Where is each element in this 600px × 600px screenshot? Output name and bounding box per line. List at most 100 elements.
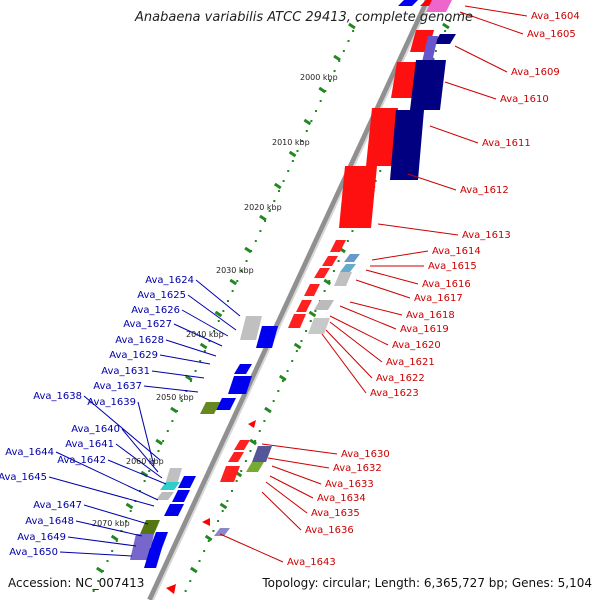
gene-label-reverse[interactable]: Ava_1645 xyxy=(0,472,47,483)
minor-tick xyxy=(111,550,114,552)
gene-label-forward[interactable]: Ava_1604 xyxy=(531,11,580,22)
gene-label-reverse[interactable]: Ava_1639 xyxy=(87,397,136,408)
leader-line xyxy=(181,309,229,337)
minor-tick xyxy=(213,330,216,332)
gene-block xyxy=(234,440,250,450)
major-tick xyxy=(348,22,356,30)
minor-tick xyxy=(277,190,280,192)
gene-block xyxy=(330,240,346,252)
gene-block xyxy=(314,268,330,278)
gene-label-reverse[interactable]: Ava_1641 xyxy=(65,439,114,450)
major-tick xyxy=(110,534,119,542)
gene-label-forward[interactable]: Ava_1618 xyxy=(406,310,455,321)
minor-tick xyxy=(230,490,233,492)
gene-label-forward[interactable]: Ava_1621 xyxy=(386,357,435,368)
leader-line xyxy=(107,459,167,485)
major-tick xyxy=(442,22,450,30)
gene-label-forward[interactable]: Ava_1612 xyxy=(460,185,509,196)
major-tick xyxy=(214,310,223,318)
gene-label-forward[interactable]: Ava_1609 xyxy=(511,67,560,78)
leader-line xyxy=(55,451,159,501)
kbp-marker: 2000 kbp xyxy=(300,73,338,82)
minor-tick xyxy=(301,140,304,142)
gene-label-forward[interactable]: Ava_1623 xyxy=(370,388,419,399)
leader-line xyxy=(261,491,302,531)
gene-label-forward[interactable]: Ava_1633 xyxy=(325,479,374,490)
leader-line xyxy=(269,475,314,499)
gene-block xyxy=(240,316,262,340)
gene-label-forward[interactable]: Ava_1611 xyxy=(482,138,531,149)
gene-label-forward[interactable]: Ava_1620 xyxy=(392,340,441,351)
kbp-marker: 2030 kbp xyxy=(216,266,254,275)
gene-label-forward[interactable]: Ava_1643 xyxy=(287,557,336,568)
gene-label-reverse[interactable]: Ava_1647 xyxy=(33,500,82,511)
minor-tick xyxy=(171,420,174,422)
leader-line xyxy=(267,457,330,469)
gene-label-reverse[interactable]: Ava_1626 xyxy=(131,305,180,316)
gene-label-reverse[interactable]: Ava_1627 xyxy=(123,319,172,330)
gene-block xyxy=(410,60,446,110)
gene-block xyxy=(150,532,168,548)
gene-label-forward[interactable]: Ava_1636 xyxy=(305,525,354,536)
gene-label-reverse[interactable]: Ava_1644 xyxy=(5,447,54,458)
minor-tick xyxy=(226,500,229,502)
minor-tick xyxy=(282,180,285,182)
gene-label-reverse[interactable]: Ava_1640 xyxy=(71,424,120,435)
leader-line xyxy=(407,173,457,191)
gene-label-forward[interactable]: Ava_1635 xyxy=(311,508,360,519)
genome-backbone-highlight xyxy=(152,0,432,600)
gene-label-forward[interactable]: Ava_1610 xyxy=(500,94,549,105)
gene-label-reverse[interactable]: Ava_1649 xyxy=(17,532,66,543)
gene-label-forward[interactable]: Ava_1617 xyxy=(414,293,463,304)
gene-block xyxy=(340,264,356,272)
minor-tick xyxy=(249,450,252,452)
gene-label-reverse[interactable]: Ava_1637 xyxy=(93,381,142,392)
gene-label-forward[interactable]: Ava_1616 xyxy=(422,279,471,290)
gene-label-forward[interactable]: Ava_1632 xyxy=(333,463,382,474)
minor-tick xyxy=(231,290,234,292)
leader-line xyxy=(151,370,205,379)
gene-block xyxy=(434,34,456,44)
leader-line xyxy=(265,481,308,514)
minor-tick xyxy=(259,230,262,232)
minor-tick xyxy=(305,130,308,132)
leader-line xyxy=(355,279,411,299)
minor-tick xyxy=(346,240,349,242)
gene-label-reverse[interactable]: Ava_1642 xyxy=(57,455,106,466)
gene-label-forward[interactable]: Ava_1630 xyxy=(341,449,390,460)
minor-tick xyxy=(379,170,382,172)
leader-line xyxy=(329,321,383,363)
gene-label-reverse[interactable]: Ava_1629 xyxy=(109,350,158,361)
major-tick xyxy=(278,374,287,382)
gene-label-forward[interactable]: Ava_1613 xyxy=(462,230,511,241)
gene-block xyxy=(216,398,236,410)
gene-label-reverse[interactable]: Ava_1624 xyxy=(145,275,194,286)
gene-label-reverse[interactable]: Ava_1638 xyxy=(33,391,82,402)
gene-label-reverse[interactable]: Ava_1648 xyxy=(25,516,74,527)
minor-tick xyxy=(194,370,197,372)
major-tick xyxy=(259,214,267,222)
minor-tick xyxy=(235,480,238,482)
leader-line xyxy=(365,269,419,285)
gene-block xyxy=(322,256,338,266)
gene-block xyxy=(172,490,190,502)
major-tick xyxy=(333,54,341,62)
minor-tick xyxy=(240,470,243,472)
minor-tick xyxy=(309,320,312,322)
minor-tick xyxy=(203,350,206,352)
gene-label-forward[interactable]: Ava_1614 xyxy=(432,246,481,257)
minor-tick xyxy=(254,440,257,442)
gene-label-reverse[interactable]: Ava_1625 xyxy=(137,290,186,301)
gene-label-forward[interactable]: Ava_1615 xyxy=(428,261,477,272)
major-tick xyxy=(264,406,272,414)
gene-label-forward[interactable]: Ava_1605 xyxy=(527,29,576,40)
major-tick xyxy=(308,310,317,318)
gene-label-forward[interactable]: Ava_1634 xyxy=(317,493,366,504)
gene-label-reverse[interactable]: Ava_1650 xyxy=(9,547,58,558)
gene-label-forward[interactable]: Ava_1622 xyxy=(376,373,425,384)
gene-label-reverse[interactable]: Ava_1628 xyxy=(115,335,164,346)
major-tick xyxy=(303,118,312,126)
gene-block xyxy=(164,504,184,516)
gene-label-reverse[interactable]: Ava_1631 xyxy=(101,366,150,377)
gene-label-forward[interactable]: Ava_1619 xyxy=(400,324,449,335)
